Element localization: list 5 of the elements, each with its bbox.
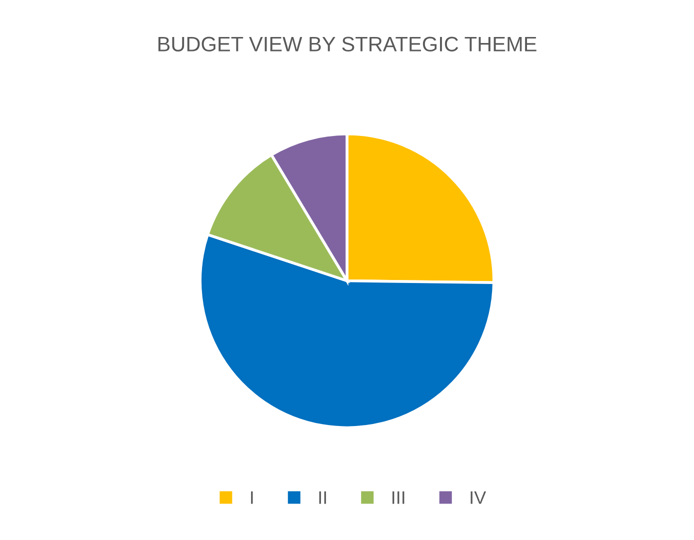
legend-label: IV (470, 491, 486, 504)
legend-label: III (392, 491, 404, 504)
legend-label: II (319, 491, 326, 504)
legend-label: I (251, 491, 253, 504)
chart-title: BUDGET VIEW BY STRATEGIC THEME (158, 36, 536, 52)
